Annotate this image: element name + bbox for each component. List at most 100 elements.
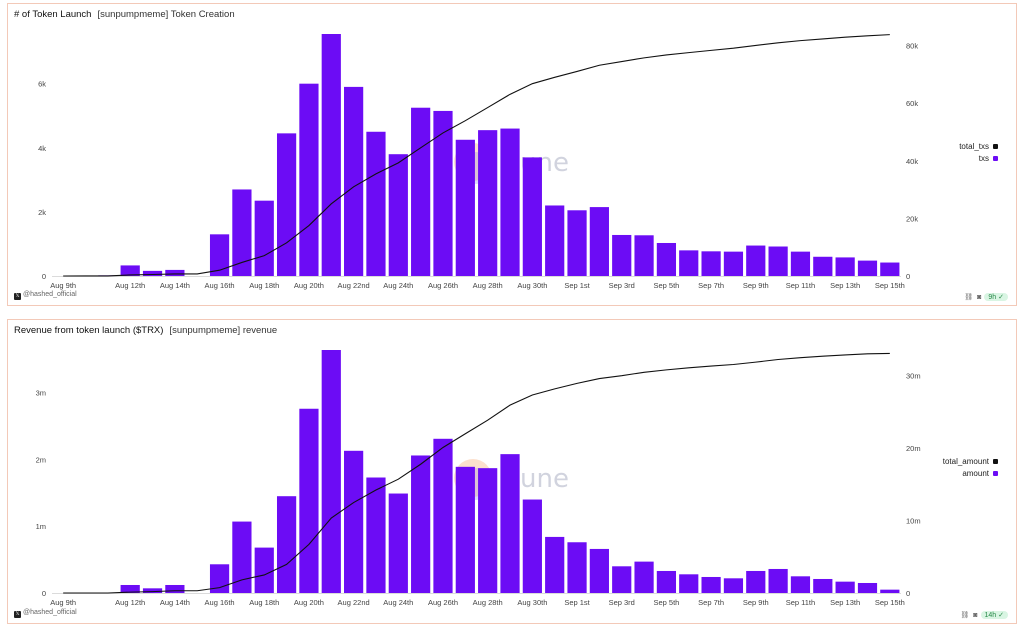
bar-amount-10[interactable] bbox=[276, 496, 297, 593]
bar-txs-28[interactable] bbox=[679, 250, 699, 276]
bar-txs-34[interactable] bbox=[813, 256, 833, 276]
bar-txs-36[interactable] bbox=[857, 260, 878, 276]
bar-amount-17[interactable] bbox=[433, 438, 453, 593]
bar-txs-3[interactable] bbox=[120, 265, 140, 276]
bar-amount-5[interactable] bbox=[165, 584, 185, 593]
x-tick-label: Aug 24th bbox=[383, 281, 413, 290]
line-total_txs[interactable] bbox=[63, 34, 890, 277]
legend-item-total-txs[interactable]: total_txs bbox=[959, 141, 998, 153]
bar-amount-11[interactable] bbox=[299, 408, 319, 593]
bar-txs-11[interactable] bbox=[299, 83, 319, 277]
y-left-tick-label: 4k bbox=[38, 144, 46, 153]
chart-panel-revenue: Revenue from token launch ($TRX) [sunpump… bbox=[7, 319, 1017, 624]
bar-txs-24[interactable] bbox=[589, 207, 609, 276]
x-tick-label: Aug 22nd bbox=[338, 281, 370, 290]
bar-amount-9[interactable] bbox=[254, 547, 274, 593]
bar-txs-19[interactable] bbox=[478, 130, 498, 276]
bar-amount-28[interactable] bbox=[679, 574, 699, 593]
bar-txs-25[interactable] bbox=[612, 234, 632, 276]
bar-txs-35[interactable] bbox=[835, 257, 855, 276]
x-tick-label: Aug 12th bbox=[115, 281, 145, 290]
bar-txs-18[interactable] bbox=[455, 139, 475, 276]
bar-txs-21[interactable] bbox=[522, 157, 542, 276]
embed-icon[interactable]: ⛓ bbox=[964, 294, 974, 301]
bar-txs-29[interactable] bbox=[701, 251, 721, 276]
bar-txs-12[interactable] bbox=[321, 34, 341, 276]
bar-txs-20[interactable] bbox=[500, 128, 520, 276]
bar-amount-3[interactable] bbox=[120, 584, 140, 593]
bar-amount-23[interactable] bbox=[567, 542, 587, 593]
bar-amount-24[interactable] bbox=[589, 548, 609, 593]
legend-item-total-amount[interactable]: total_amount bbox=[943, 456, 998, 468]
y-right-tick-label: 80k bbox=[906, 42, 918, 51]
bar-txs-32[interactable] bbox=[768, 246, 788, 276]
x-tick-label: Aug 14th bbox=[160, 598, 190, 607]
bar-txs-10[interactable] bbox=[276, 133, 297, 276]
chart-title: Revenue from token launch ($TRX) [sunpump… bbox=[14, 325, 277, 336]
bar-txs-26[interactable] bbox=[634, 235, 654, 276]
bar-amount-29[interactable] bbox=[701, 576, 721, 593]
bar-amount-32[interactable] bbox=[768, 568, 788, 593]
x-tick-label: Sep 11th bbox=[786, 598, 815, 607]
bar-amount-26[interactable] bbox=[634, 561, 654, 593]
bar-amount-37[interactable] bbox=[880, 589, 900, 593]
x-tick-label: Aug 12th bbox=[115, 598, 145, 607]
bar-amount-30[interactable] bbox=[723, 578, 744, 593]
camera-icon[interactable]: ◙ bbox=[973, 612, 978, 619]
bar-amount-36[interactable] bbox=[857, 582, 878, 593]
bar-amount-31[interactable] bbox=[746, 570, 766, 593]
bar-txs-9[interactable] bbox=[254, 200, 274, 276]
bar-txs-37[interactable] bbox=[880, 262, 900, 276]
bar-amount-22[interactable] bbox=[545, 536, 565, 593]
x-tick-label: Aug 28th bbox=[473, 598, 503, 607]
bar-amount-21[interactable] bbox=[522, 499, 542, 593]
camera-icon[interactable]: ◙ bbox=[977, 294, 982, 301]
bar-amount-16[interactable] bbox=[411, 455, 431, 593]
bar-txs-13[interactable] bbox=[344, 86, 364, 276]
bar-amount-18[interactable] bbox=[455, 466, 475, 593]
bar-amount-35[interactable] bbox=[835, 581, 855, 593]
y-left-tick-label: 2m bbox=[36, 455, 46, 464]
line-total_amount[interactable] bbox=[63, 352, 890, 594]
bar-txs-33[interactable] bbox=[790, 251, 811, 276]
bar-txs-27[interactable] bbox=[656, 242, 677, 276]
bar-amount-4[interactable] bbox=[142, 588, 163, 593]
chart-title-text: # of Token Launch bbox=[14, 9, 92, 20]
bar-txs-23[interactable] bbox=[567, 210, 587, 276]
bar-txs-7[interactable] bbox=[209, 234, 230, 276]
x-tick-label: Sep 7th bbox=[698, 281, 724, 290]
bar-txs-14[interactable] bbox=[366, 131, 386, 276]
x-tick-label: Sep 9th bbox=[743, 281, 769, 290]
bar-txs-17[interactable] bbox=[433, 110, 453, 277]
author-credit[interactable]: 𝕏 @hashed_official bbox=[14, 291, 77, 300]
bar-amount-14[interactable] bbox=[366, 477, 386, 593]
bar-txs-16[interactable] bbox=[411, 107, 431, 276]
bar-txs-5[interactable] bbox=[165, 269, 185, 276]
bar-amount-19[interactable] bbox=[478, 468, 498, 593]
refresh-age-badge[interactable]: 14h ✓ bbox=[980, 611, 1008, 619]
bar-amount-8[interactable] bbox=[232, 521, 252, 593]
legend-item-txs[interactable]: txs bbox=[959, 153, 998, 165]
bar-amount-15[interactable] bbox=[388, 493, 408, 593]
bar-amount-25[interactable] bbox=[612, 566, 632, 593]
bar-amount-12[interactable] bbox=[321, 350, 341, 593]
x-tick-label: Sep 9th bbox=[743, 598, 769, 607]
bar-txs-15[interactable] bbox=[388, 154, 408, 276]
y-left-tick-label: 1m bbox=[36, 522, 46, 531]
bar-amount-27[interactable] bbox=[656, 570, 677, 593]
bar-txs-30[interactable] bbox=[723, 251, 744, 276]
refresh-age-badge[interactable]: 9h ✓ bbox=[984, 293, 1008, 301]
bar-txs-8[interactable] bbox=[232, 189, 252, 276]
bar-amount-33[interactable] bbox=[790, 576, 811, 593]
bar-txs-4[interactable] bbox=[142, 270, 163, 276]
legend-swatch bbox=[993, 459, 998, 464]
bar-txs-31[interactable] bbox=[746, 245, 766, 276]
bar-amount-20[interactable] bbox=[500, 454, 520, 593]
legend-item-amount[interactable]: amount bbox=[943, 468, 998, 480]
bar-amount-13[interactable] bbox=[344, 450, 364, 593]
bar-txs-22[interactable] bbox=[545, 205, 565, 276]
chart-title-text: Revenue from token launch ($TRX) bbox=[14, 325, 164, 336]
bar-amount-34[interactable] bbox=[813, 578, 833, 593]
embed-icon[interactable]: ⛓ bbox=[960, 612, 970, 619]
author-credit[interactable]: 𝕏 @hashed_official bbox=[14, 609, 77, 618]
